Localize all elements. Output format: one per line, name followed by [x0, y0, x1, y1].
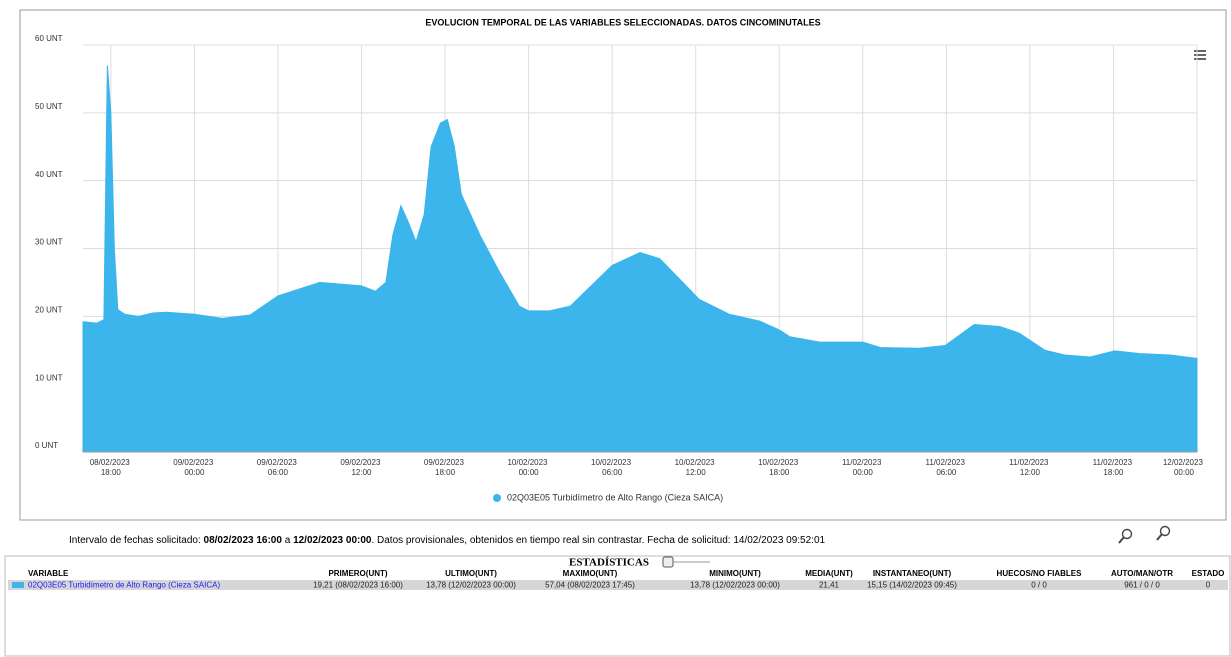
tick-date: 08/02/2023	[90, 458, 132, 467]
tick-date: 09/02/2023	[340, 458, 382, 467]
table-header: VARIABLE	[28, 569, 69, 578]
legend-label: 02Q03E05 Turbidímetro de Alto Rango (Cie…	[507, 492, 723, 502]
y-tick-label: 60 UNT	[35, 34, 63, 43]
tick-time: 12:00	[1020, 468, 1041, 477]
x-tick-label: 09/02/2023 12:00	[340, 458, 382, 477]
x-tick-label: 10/02/2023 12:00	[675, 458, 717, 477]
tick-date: 09/02/2023	[424, 458, 466, 467]
tick-date: 11/02/2023	[1093, 458, 1135, 467]
row-swatch	[12, 582, 24, 588]
table-cell: 13,78 (12/02/2023 00:00)	[426, 581, 516, 590]
x-tick-label: 11/02/2023 12:00	[1009, 458, 1051, 477]
footer-part: Intervalo de fechas solicitado:	[69, 535, 204, 546]
tick-date: 09/02/2023	[257, 458, 299, 467]
table-header: AUTO/MAN/OTR	[1111, 569, 1173, 578]
x-tick-label: 10/02/2023 06:00	[591, 458, 633, 477]
tick-date: 10/02/2023	[591, 458, 633, 467]
x-tick-label: 09/02/2023 18:00	[424, 458, 466, 477]
stats-title: ESTADÍSTICAS	[569, 557, 649, 569]
y-tick-label: 0 UNT	[35, 441, 58, 450]
footer-part: a	[282, 535, 293, 546]
tick-time: 06:00	[602, 468, 623, 477]
tick-time: 12:00	[686, 468, 707, 477]
table-header: MINIMO(UNT)	[709, 569, 761, 578]
tick-date: 09/02/2023	[173, 458, 215, 467]
x-tick-label: 11/02/2023 00:00	[842, 458, 884, 477]
x-tick-label: 09/02/2023 00:00	[173, 458, 215, 477]
tick-time: 06:00	[936, 468, 957, 477]
y-tick-label: 30 UNT	[35, 238, 63, 247]
tick-time: 18:00	[769, 468, 790, 477]
tick-date: 11/02/2023	[842, 458, 884, 467]
area	[82, 65, 1198, 453]
stats-row-bg	[8, 580, 1228, 590]
table-cell: 0 / 0	[1031, 581, 1047, 590]
x-tick-label: 08/02/2023 18:00	[90, 458, 132, 477]
x-tick-label: 10/02/2023 00:00	[507, 458, 549, 477]
legend-marker	[493, 494, 501, 502]
y-tick-label: 40 UNT	[35, 170, 63, 179]
tick-date: 10/02/2023	[758, 458, 800, 467]
tick-date: 10/02/2023	[507, 458, 549, 467]
tick-time: 00:00	[184, 468, 205, 477]
x-tick-label: 11/02/2023 18:00	[1093, 458, 1135, 477]
collapse-icon[interactable]	[662, 556, 674, 568]
table-header: INSTANTANEO(UNT)	[873, 569, 952, 578]
table-cell: 13,78 (12/02/2023 00:00)	[690, 581, 780, 590]
menu-icon[interactable]	[1194, 50, 1206, 60]
tick-time: 06:00	[268, 468, 289, 477]
table-cell: 0	[1206, 581, 1211, 590]
tick-time: 00:00	[853, 468, 874, 477]
table-header: ULTIMO(UNT)	[445, 569, 497, 578]
footer-text: Intervalo de fechas solicitado: 08/02/20…	[69, 535, 826, 546]
table-header: ESTADO	[1192, 569, 1225, 578]
tick-date: 10/02/2023	[675, 458, 717, 467]
tick-date: 12/02/2023	[1163, 458, 1205, 467]
tick-time: 12:00	[351, 468, 372, 477]
chart-title: EVOLUCION TEMPORAL DE LAS VARIABLES SELE…	[425, 17, 820, 27]
tick-time: 18:00	[1103, 468, 1124, 477]
tick-time: 00:00	[519, 468, 540, 477]
table-header: MAXIMO(UNT)	[563, 569, 618, 578]
table-cell: 961 / 0 / 0	[1124, 581, 1160, 590]
zoom-icons[interactable]	[1118, 525, 1171, 544]
table-cell: 15,15 (14/02/2023 09:45)	[867, 581, 957, 590]
table-cell: 21,41	[819, 581, 840, 590]
y-tick-label: 50 UNT	[35, 102, 63, 111]
x-tick-label: 10/02/2023 18:00	[758, 458, 800, 477]
x-tick-label: 09/02/2023 06:00	[257, 458, 299, 477]
table-header: PRIMERO(UNT)	[328, 569, 387, 578]
x-tick-label: 12/02/2023 00:00	[1163, 458, 1205, 477]
footer-part: 12/02/2023 00:00	[293, 535, 372, 546]
table-header: MEDIA(UNT)	[805, 569, 853, 578]
footer-part: . Datos provisionales, obtenidos en tiem…	[371, 535, 825, 546]
tick-date: 11/02/2023	[926, 458, 968, 467]
footer-part: 08/02/2023 16:00	[204, 535, 283, 546]
table-header: HUECOS/NO FIABLES	[997, 569, 1083, 578]
y-tick-label: 10 UNT	[35, 373, 63, 382]
table-cell: 57,04 (08/02/2023 17:45)	[545, 581, 635, 590]
x-tick-label: 11/02/2023 06:00	[926, 458, 968, 477]
table-cell: 02Q03E05 Turbidímetro de Alto Rango (Cie…	[28, 581, 220, 590]
y-tick-label: 20 UNT	[35, 305, 63, 314]
tick-date: 11/02/2023	[1009, 458, 1051, 467]
tick-time: 00:00	[1174, 468, 1195, 477]
stats-frame	[4, 555, 1231, 657]
tick-time: 18:00	[101, 468, 122, 477]
tick-time: 18:00	[435, 468, 456, 477]
table-cell: 19,21 (08/02/2023 16:00)	[313, 581, 403, 590]
